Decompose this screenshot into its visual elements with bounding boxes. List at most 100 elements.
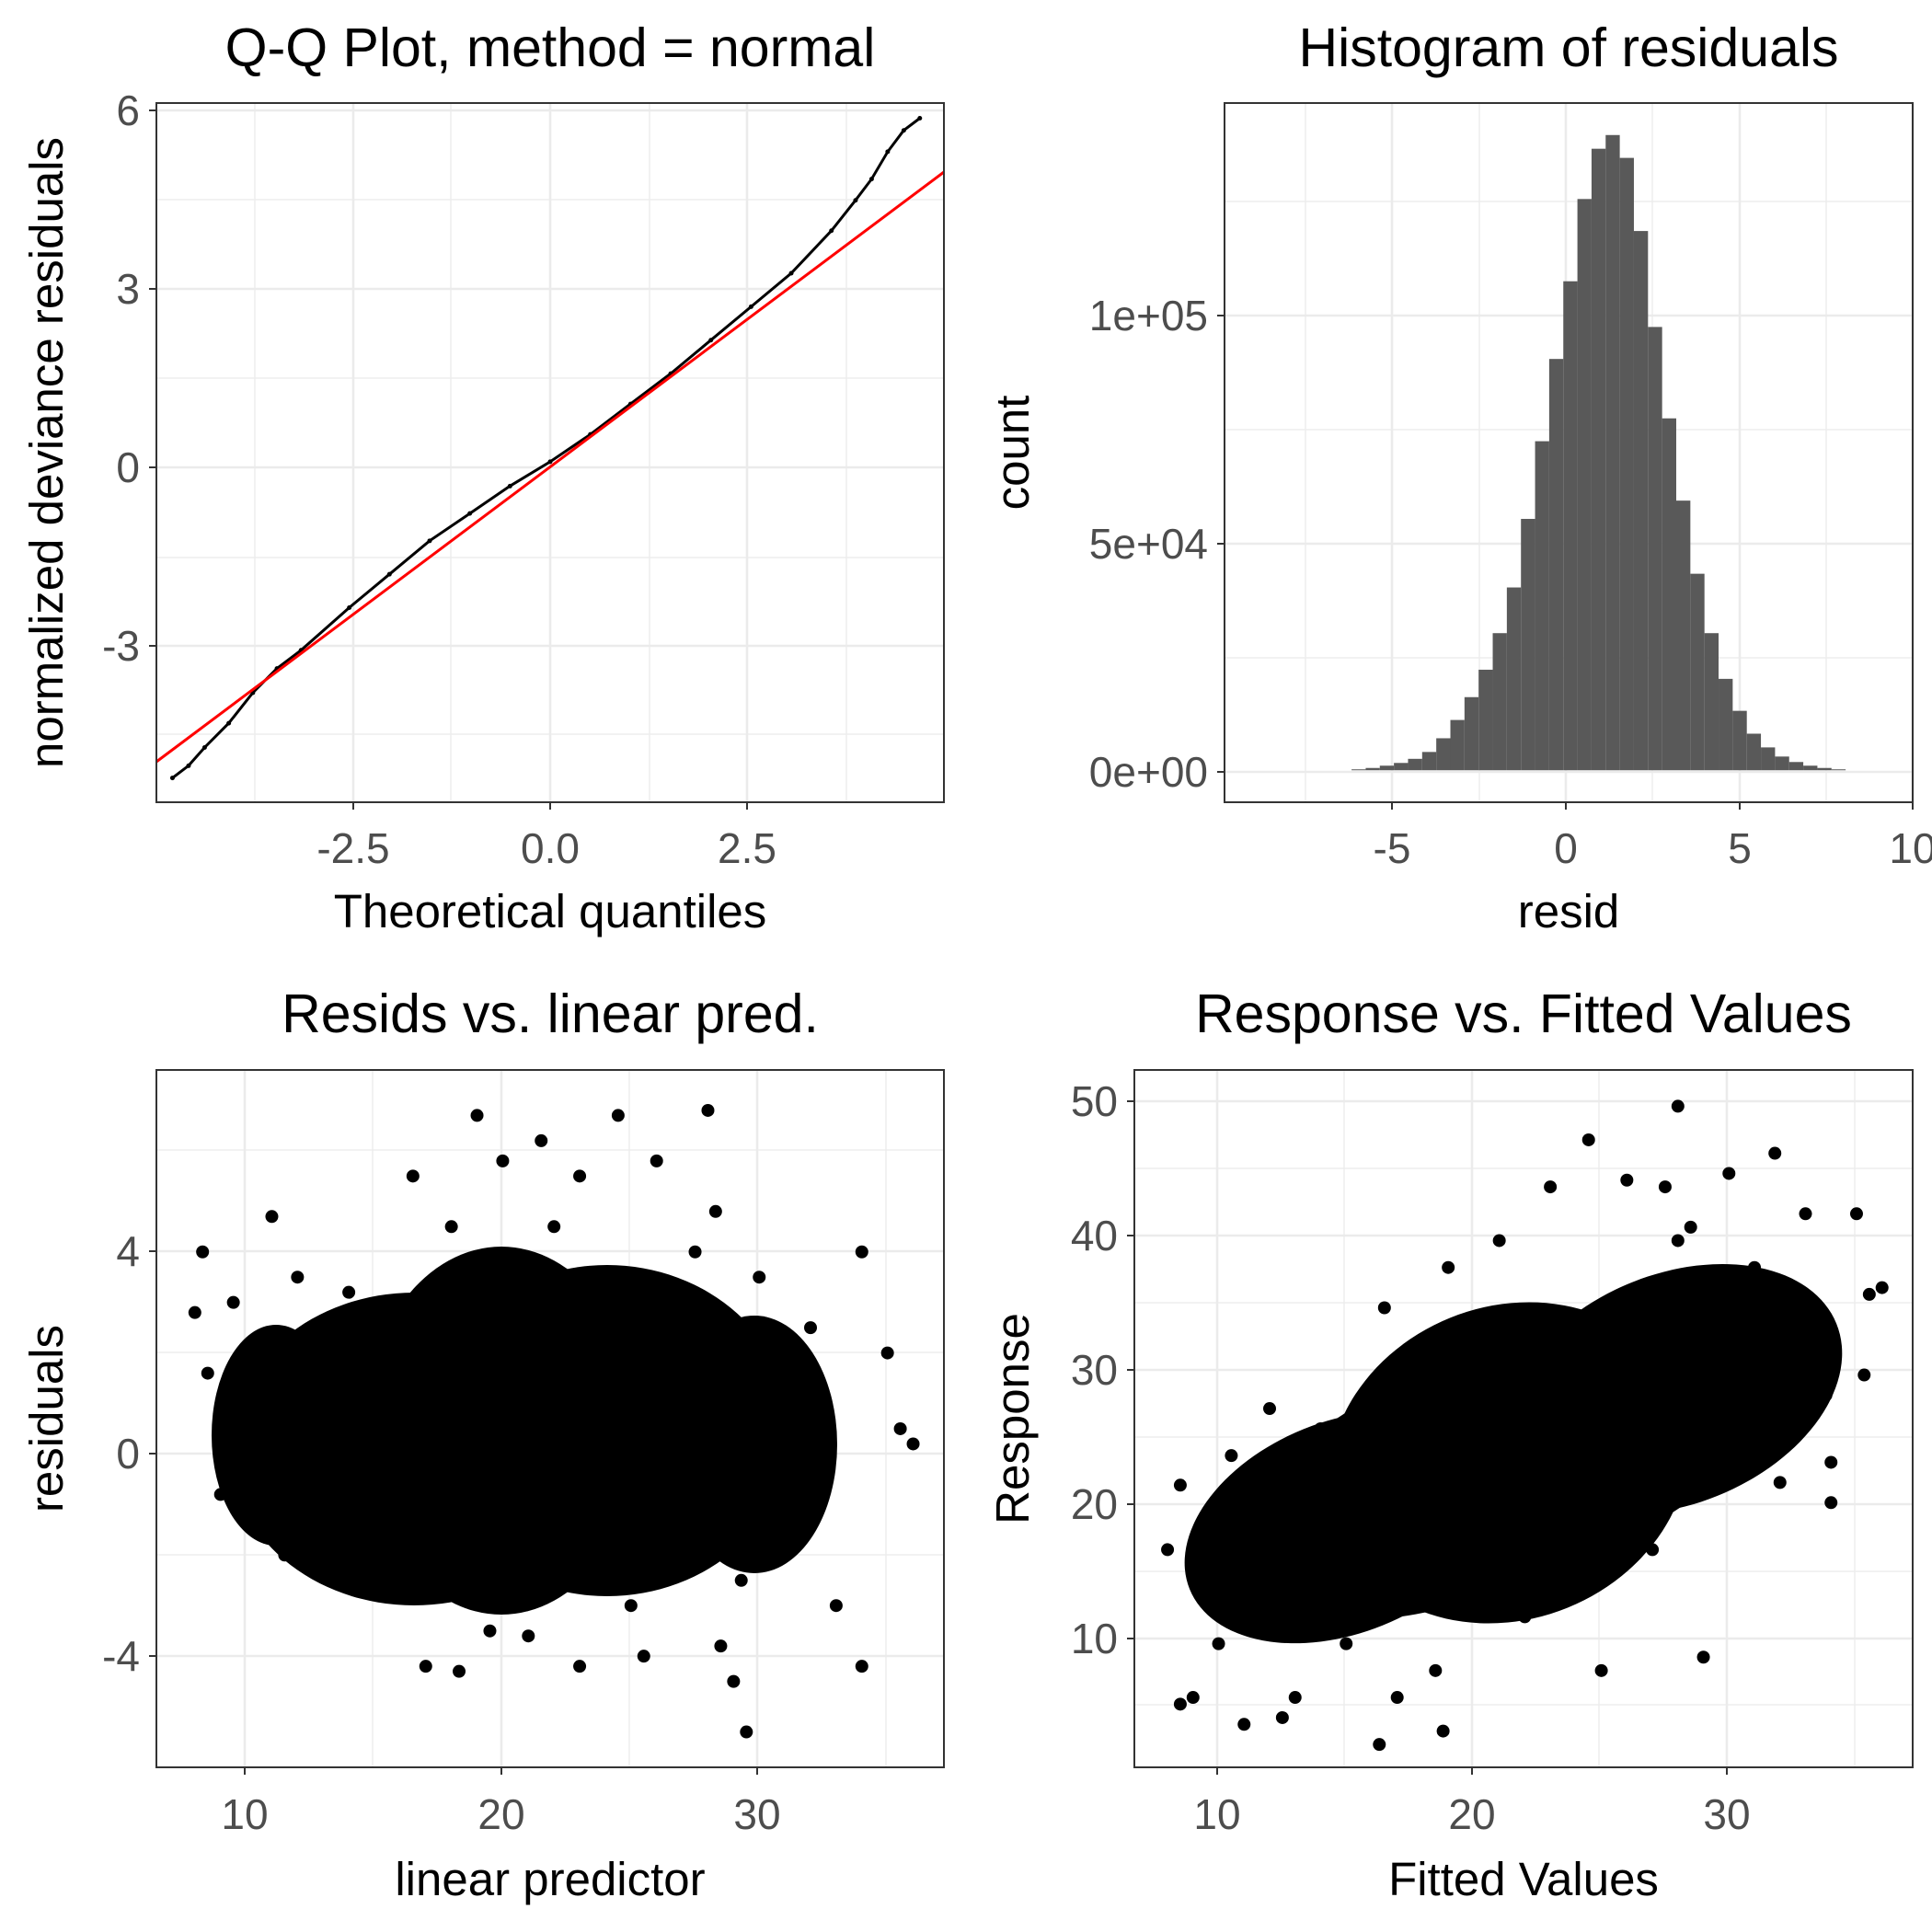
resid-vs-lp-y-axis-title: residuals	[20, 1325, 73, 1512]
resid-vs-lp-point	[291, 1346, 305, 1360]
resid-vs-lp-dense-core	[363, 1247, 639, 1615]
resp-vs-fitted-point	[1581, 1382, 1595, 1396]
resid-vs-lp-point	[535, 1133, 548, 1147]
hist-bar	[1450, 719, 1465, 771]
resp-vs-fitted-point	[1173, 1478, 1187, 1492]
resp-vs-fitted-y-tick-label: 50	[1071, 1077, 1118, 1125]
qq-x-tick-label: 2.5	[718, 824, 776, 872]
qq-title: Q-Q Plot, method = normal	[225, 17, 876, 78]
resid-vs-lp-point	[188, 1305, 201, 1319]
hist-panel-border	[1224, 102, 1914, 803]
hist-panel: Histogram of residuals -5	[986, 17, 1932, 937]
resp-vs-fitted-point	[1442, 1260, 1455, 1274]
resid-vs-lp-point	[393, 1573, 407, 1587]
hist-bar	[1775, 756, 1789, 771]
resp-vs-fitted-cloud	[1184, 1263, 1843, 1644]
resp-vs-fitted-point	[1646, 1543, 1660, 1557]
resid-vs-lp-point	[522, 1589, 535, 1603]
resid-vs-lp-panel-border	[155, 1069, 945, 1768]
resp-vs-fitted-point	[1373, 1738, 1386, 1752]
resp-vs-fitted-points	[1161, 1099, 1889, 1752]
resp-vs-fitted-dense-core	[1328, 1302, 1690, 1624]
resp-vs-fitted-x-tick-label: 30	[1703, 1790, 1750, 1838]
hist-y-tick-label: 0e+00	[1089, 748, 1208, 796]
resp-vs-fitted-point	[1250, 1529, 1264, 1543]
hist-bar	[1421, 752, 1437, 771]
resid-vs-lp-point	[740, 1725, 753, 1739]
resp-vs-fitted-point	[1199, 1583, 1213, 1597]
resid-vs-lp-point	[201, 1366, 214, 1380]
hist-bar	[1761, 747, 1776, 771]
resp-vs-fitted-point	[1237, 1718, 1251, 1731]
qq-y-axis-title: normalized deviance residuals	[20, 137, 73, 768]
resp-vs-fitted-point	[1696, 1650, 1710, 1664]
resp-vs-fitted-point	[1390, 1691, 1404, 1705]
qq-y-tick-label: 3	[116, 265, 140, 313]
resid-vs-lp-point	[611, 1295, 625, 1309]
resp-vs-fitted-point	[1735, 1449, 1749, 1463]
hist-bar	[1648, 327, 1662, 771]
resid-vs-lp-point	[291, 1271, 305, 1284]
resp-vs-fitted-panel: Response vs. Fitted Values	[986, 983, 1914, 1905]
hist-bar	[1704, 633, 1719, 771]
hist-bar	[1492, 633, 1507, 771]
hist-bar	[1817, 767, 1832, 771]
hist-bar	[1436, 738, 1451, 771]
resp-vs-fitted-point	[1340, 1637, 1353, 1650]
resp-vs-fitted-point	[1569, 1476, 1582, 1489]
hist-bars	[1351, 134, 1846, 771]
resid-vs-lp-point	[778, 1548, 792, 1562]
resid-vs-lp-point	[453, 1664, 466, 1678]
resid-vs-lp-point	[419, 1660, 432, 1673]
resid-vs-lp-y-tick-label: 0	[116, 1430, 140, 1478]
hist-y-tick-label: 5e+04	[1089, 520, 1208, 568]
resid-vs-lp-point	[226, 1295, 240, 1309]
resp-vs-fitted-x-axis: 10 20 30	[1193, 1767, 1751, 1838]
resp-vs-fitted-point	[1161, 1543, 1175, 1557]
resp-vs-fitted-point	[1620, 1173, 1634, 1187]
resp-vs-fitted-point	[1466, 1570, 1480, 1583]
resid-vs-lp-dense-core	[672, 1316, 837, 1573]
resid-vs-lp-point	[444, 1397, 458, 1410]
resid-vs-lp-point	[675, 1508, 689, 1522]
qq-points	[169, 116, 923, 781]
hist-bar	[1591, 148, 1606, 771]
hist-bar	[1394, 763, 1409, 771]
hist-bar	[1521, 519, 1535, 771]
resid-vs-lp-point	[522, 1629, 535, 1643]
qq-x-axis-title: Theoretical quantiles	[334, 885, 767, 937]
resid-vs-lp-point	[547, 1220, 561, 1234]
resid-vs-lp-point	[573, 1169, 587, 1183]
resp-vs-fitted-point	[1671, 1234, 1685, 1248]
hist-x-tick-label: 10	[1889, 824, 1932, 872]
resp-vs-fitted-point	[1212, 1637, 1225, 1650]
hist-bar	[1605, 134, 1620, 771]
resp-vs-fitted-point	[1314, 1502, 1328, 1516]
resp-vs-fitted-title: Response vs. Fitted Values	[1195, 983, 1852, 1044]
resid-vs-lp-point	[457, 1311, 471, 1325]
resid-vs-lp-point	[252, 1498, 266, 1512]
resp-vs-fitted-point	[1416, 1368, 1430, 1382]
resid-vs-lp-y-tick-label: -4	[102, 1632, 140, 1680]
resid-vs-lp-point	[483, 1624, 497, 1638]
resid-vs-lp-point	[893, 1421, 907, 1435]
hist-x-tick-label: -5	[1374, 824, 1411, 872]
resid-vs-lp-point	[624, 1599, 638, 1613]
hist-bar	[1478, 669, 1493, 771]
resid-vs-lp-point	[470, 1109, 484, 1122]
resid-vs-lp-point	[496, 1154, 510, 1167]
hist-bar	[1563, 281, 1578, 771]
resp-vs-fitted-point	[1671, 1099, 1685, 1113]
resp-vs-fitted-point	[1773, 1476, 1787, 1489]
hist-bar	[1379, 765, 1395, 771]
resid-vs-lp-point	[804, 1321, 818, 1335]
resp-vs-fitted-point	[1696, 1328, 1710, 1341]
resid-vs-lp-x-axis: 10 20 30	[221, 1767, 781, 1838]
qq-y-axis: -3 0 3 6	[102, 86, 156, 670]
hist-y-axis-title: count	[986, 396, 1039, 511]
resid-vs-lp-point	[444, 1220, 458, 1234]
resp-vs-fitted-x-tick-label: 20	[1448, 1790, 1495, 1838]
resid-vs-lp-point	[727, 1674, 741, 1688]
resp-vs-fitted-y-axis: 10 20 30 40 50	[1071, 1077, 1134, 1662]
resp-vs-fitted-point	[1748, 1260, 1762, 1274]
